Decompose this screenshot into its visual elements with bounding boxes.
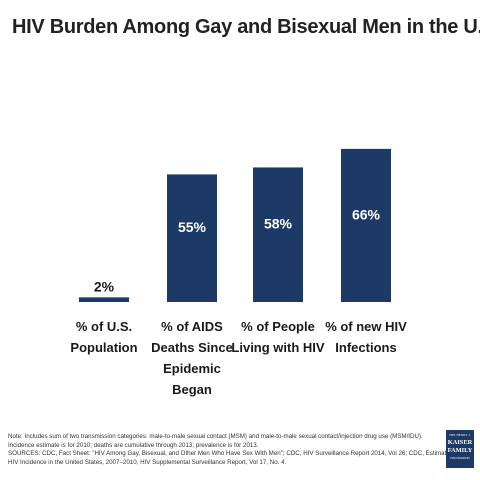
footer-note-line: Note: Includes sum of two transmission c… (8, 433, 423, 440)
chart-title: HIV Burden Among Gay and Bisexual Men in… (12, 16, 480, 38)
bar-chart: 2% 55% 58% 66% % of U.S. Population % of AIDS… (70, 148, 407, 397)
bar (341, 148, 391, 302)
bars-group (79, 148, 391, 302)
footer-sources-line: HIV Incidence in the United States, 2007… (8, 458, 287, 466)
chart-footer: Note: Includes sum of two transmission c… (8, 433, 454, 467)
kaiser-family-foundation-logo: THE HENRY J. KAISER FAMILY FOUNDATION (446, 430, 474, 468)
bar (253, 167, 303, 302)
bar-value-label: 58% (264, 216, 293, 232)
category-label: % of U.S. Population (70, 319, 137, 355)
category-labels-group: % of U.S. Population % of AIDS Deaths Since… (70, 319, 407, 397)
value-labels-group: 2% 55% 58% 66% (94, 206, 381, 294)
footer-sources-line: SOURCES: CDC, Fact Sheet: "HIV Among Gay… (8, 450, 454, 458)
bar (167, 174, 217, 302)
category-label: % of People Living with HIV (231, 319, 324, 355)
bar-value-label: 55% (178, 219, 207, 235)
category-label: % of AIDS Deaths Since Epidemic Began (151, 319, 233, 397)
category-label: % of new HIV Infections (325, 319, 407, 355)
footer-note-line: Incidence estimate is for 2010; deaths a… (8, 441, 259, 449)
bar (79, 297, 129, 302)
bar-value-label: 2% (94, 278, 115, 294)
bar-value-label: 66% (352, 206, 381, 222)
